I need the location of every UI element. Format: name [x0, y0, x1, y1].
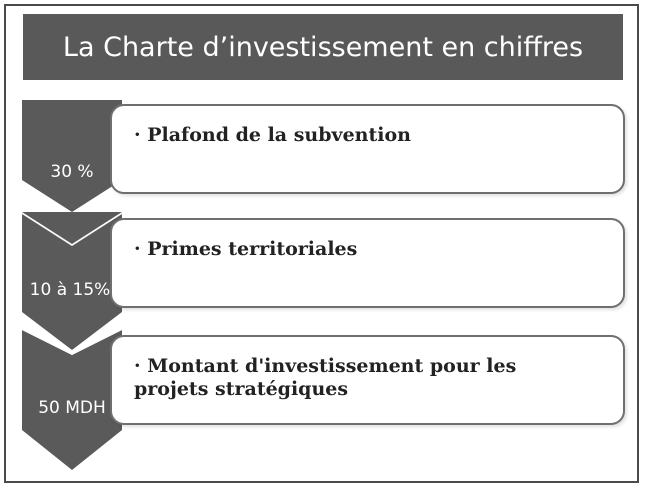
step-label-1: · Plafond de la subvention: [134, 124, 411, 146]
step-value-1: 30 %: [50, 162, 94, 182]
step-label-3: · Montant d'investissement pour les proj…: [134, 355, 517, 400]
step-value-3: 50 MDH: [38, 398, 106, 418]
step-card-2: · Primes territoriales: [110, 218, 625, 308]
chevron-notch-3: [22, 318, 122, 355]
title-banner: La Charte d’investissement en chiffres: [23, 14, 623, 80]
chevron-step-2: [22, 212, 122, 350]
step-value-2: 10 à 15%: [29, 280, 111, 300]
step-card-3: · Montant d'investissement pour les proj…: [110, 335, 625, 425]
chevron-step-3: [22, 330, 122, 470]
chevron-step-1: [22, 100, 122, 212]
title-text: La Charte d’investissement en chiffres: [62, 31, 584, 63]
step-card-1: · Plafond de la subvention: [110, 104, 625, 194]
step-label-2: · Primes territoriales: [134, 238, 358, 260]
